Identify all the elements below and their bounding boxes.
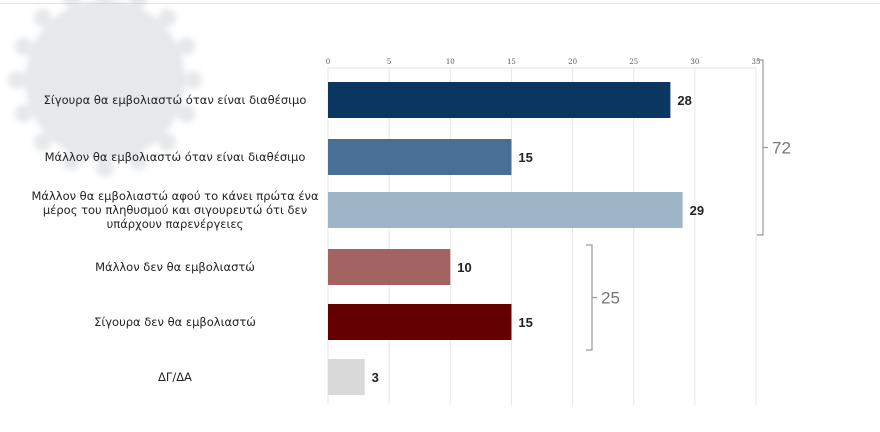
group-total-label: 72 — [772, 139, 791, 158]
group-bracket — [757, 59, 768, 236]
bar — [328, 139, 512, 175]
bar — [328, 304, 512, 340]
category-label: Μάλλον θα εμβολιαστώ όταν είναι διαθέσιμ… — [45, 150, 306, 164]
bar-value-label: 29 — [690, 203, 704, 218]
bar-value-label: 15 — [518, 150, 532, 165]
bar — [328, 359, 365, 395]
bar — [328, 249, 451, 285]
x-tick-label: 0 — [326, 58, 330, 66]
coronavirus-watermark-icon — [8, 0, 202, 177]
category-label: ΔΓ/ΔΑ — [158, 370, 192, 384]
category-label: Σίγουρα θα εμβολιαστώ όταν είναι διαθέσι… — [44, 93, 307, 107]
category-label: υπάρχουν παρενέργειες — [107, 217, 244, 231]
bar-value-label: 15 — [518, 315, 532, 330]
category-label: Σίγουρα δεν θα εμβολιαστώ — [94, 315, 256, 329]
group-bracket — [586, 244, 597, 351]
category-label: μέρος του πληθυσμού και σιγουρευτώ ότι δ… — [43, 203, 307, 217]
x-tick-label: 30 — [690, 58, 699, 66]
x-tick-label: 20 — [568, 58, 577, 66]
bar — [328, 82, 671, 118]
bar-value-label: 10 — [457, 260, 471, 275]
x-tick-label: 15 — [507, 58, 516, 66]
category-label: Μάλλον θα εμβολιαστώ αφού το κάνει πρώτα… — [31, 189, 319, 203]
bar — [328, 192, 683, 228]
x-tick-label: 10 — [446, 58, 455, 66]
group-total-label: 25 — [601, 289, 620, 308]
x-tick-label: 25 — [629, 58, 638, 66]
x-tick-label: 5 — [387, 58, 391, 66]
bar-value-label: 3 — [372, 370, 379, 385]
x-tick-label: 35 — [752, 58, 761, 66]
bar-value-label: 28 — [677, 93, 691, 108]
category-label: Μάλλον δεν θα εμβολιαστώ — [95, 260, 255, 274]
top-divider — [0, 3, 880, 4]
